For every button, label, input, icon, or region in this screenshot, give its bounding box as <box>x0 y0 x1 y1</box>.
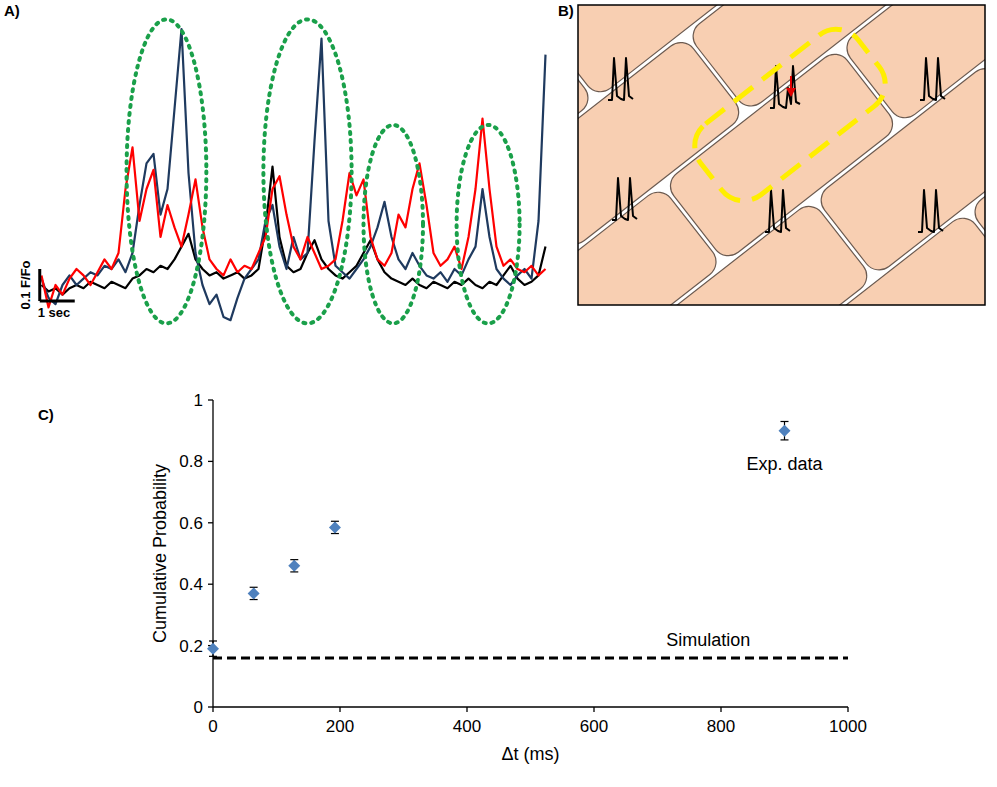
event-ellipse <box>457 125 520 323</box>
panel-a: A) 1 sec 0.1 F/Fo <box>4 2 546 323</box>
y-tick-label: 0.8 <box>179 452 203 471</box>
highlight-box <box>683 18 896 212</box>
y-tick <box>208 522 213 523</box>
x-tick-label: 600 <box>580 717 608 736</box>
x-tick-label: 400 <box>453 717 481 736</box>
cell <box>792 212 985 305</box>
mini-trace <box>918 190 943 232</box>
y-tick-label: 1 <box>194 391 203 410</box>
figure: A) 1 sec 0.1 F/Fo B) C) 0 0.2 0.4 0.6 0.8 1 0 200 400… <box>0 0 997 787</box>
y-axis <box>212 400 213 707</box>
x-tick <box>339 707 340 712</box>
y-tick-label: 0 <box>194 698 203 717</box>
event-ellipse <box>127 19 207 323</box>
mini-trace <box>612 178 637 220</box>
scale-bar-label: 0.1 F/Fo <box>18 260 33 309</box>
event-ellipse <box>364 125 424 323</box>
plot-area <box>42 29 546 320</box>
data-point <box>329 521 341 533</box>
panel-label: A) <box>4 2 20 19</box>
x-tick-label: 800 <box>707 717 735 736</box>
data-point <box>288 560 300 572</box>
x-axis-title: Δt (ms) <box>501 744 559 764</box>
y-tick <box>208 399 213 400</box>
plot-area <box>207 421 848 657</box>
scale-bar-y <box>38 269 41 301</box>
trace <box>42 29 546 320</box>
x-tick <box>212 707 213 712</box>
cell <box>969 74 985 288</box>
data-point <box>207 643 219 655</box>
mini-trace <box>765 190 790 232</box>
event-ellipse <box>263 19 351 323</box>
labels: Exp. data Simulation <box>658 454 823 651</box>
x-tick <box>466 707 467 712</box>
y-axis-title: Cumulative Probability <box>150 464 170 643</box>
scale-bar-label: 1 sec <box>38 305 71 320</box>
y-tick <box>208 706 213 707</box>
series-label: Exp. data <box>746 454 823 474</box>
cell <box>943 226 985 305</box>
error-cap <box>781 421 789 422</box>
cells <box>578 5 985 305</box>
panel-label: B) <box>558 2 574 19</box>
y-tick-label: 0.2 <box>179 637 203 656</box>
y-tick-label: 0.6 <box>179 514 203 533</box>
simulation-line <box>213 656 848 659</box>
error-cap <box>781 439 789 440</box>
scale-bar-x <box>40 300 75 303</box>
arrow-head <box>786 88 796 97</box>
x-tick-label: 1000 <box>829 717 867 736</box>
x-tick <box>720 707 721 712</box>
y-tick <box>208 584 213 585</box>
x-tick-label: 0 <box>208 717 217 736</box>
data-point <box>779 425 791 437</box>
panel-c: C) 0 0.2 0.4 0.6 0.8 1 0 200 400 600 800 1000 Δt (ms)… <box>38 391 867 764</box>
series-label: Simulation <box>666 630 750 650</box>
y-tick <box>208 461 213 462</box>
y-tick-label: 0.4 <box>179 575 203 594</box>
x-axis <box>213 706 848 707</box>
x-tick <box>593 707 594 712</box>
x-tick <box>847 707 848 712</box>
label-ground <box>658 629 758 651</box>
x-tick-label: 200 <box>326 717 354 736</box>
data-point <box>248 587 260 599</box>
mini-trace <box>920 58 945 100</box>
tissue <box>578 5 985 305</box>
panel-label: C) <box>38 406 54 423</box>
panel-b: B) <box>0 0 997 787</box>
mini-trace <box>608 58 633 100</box>
frame <box>578 5 985 305</box>
error-cap <box>209 640 217 641</box>
